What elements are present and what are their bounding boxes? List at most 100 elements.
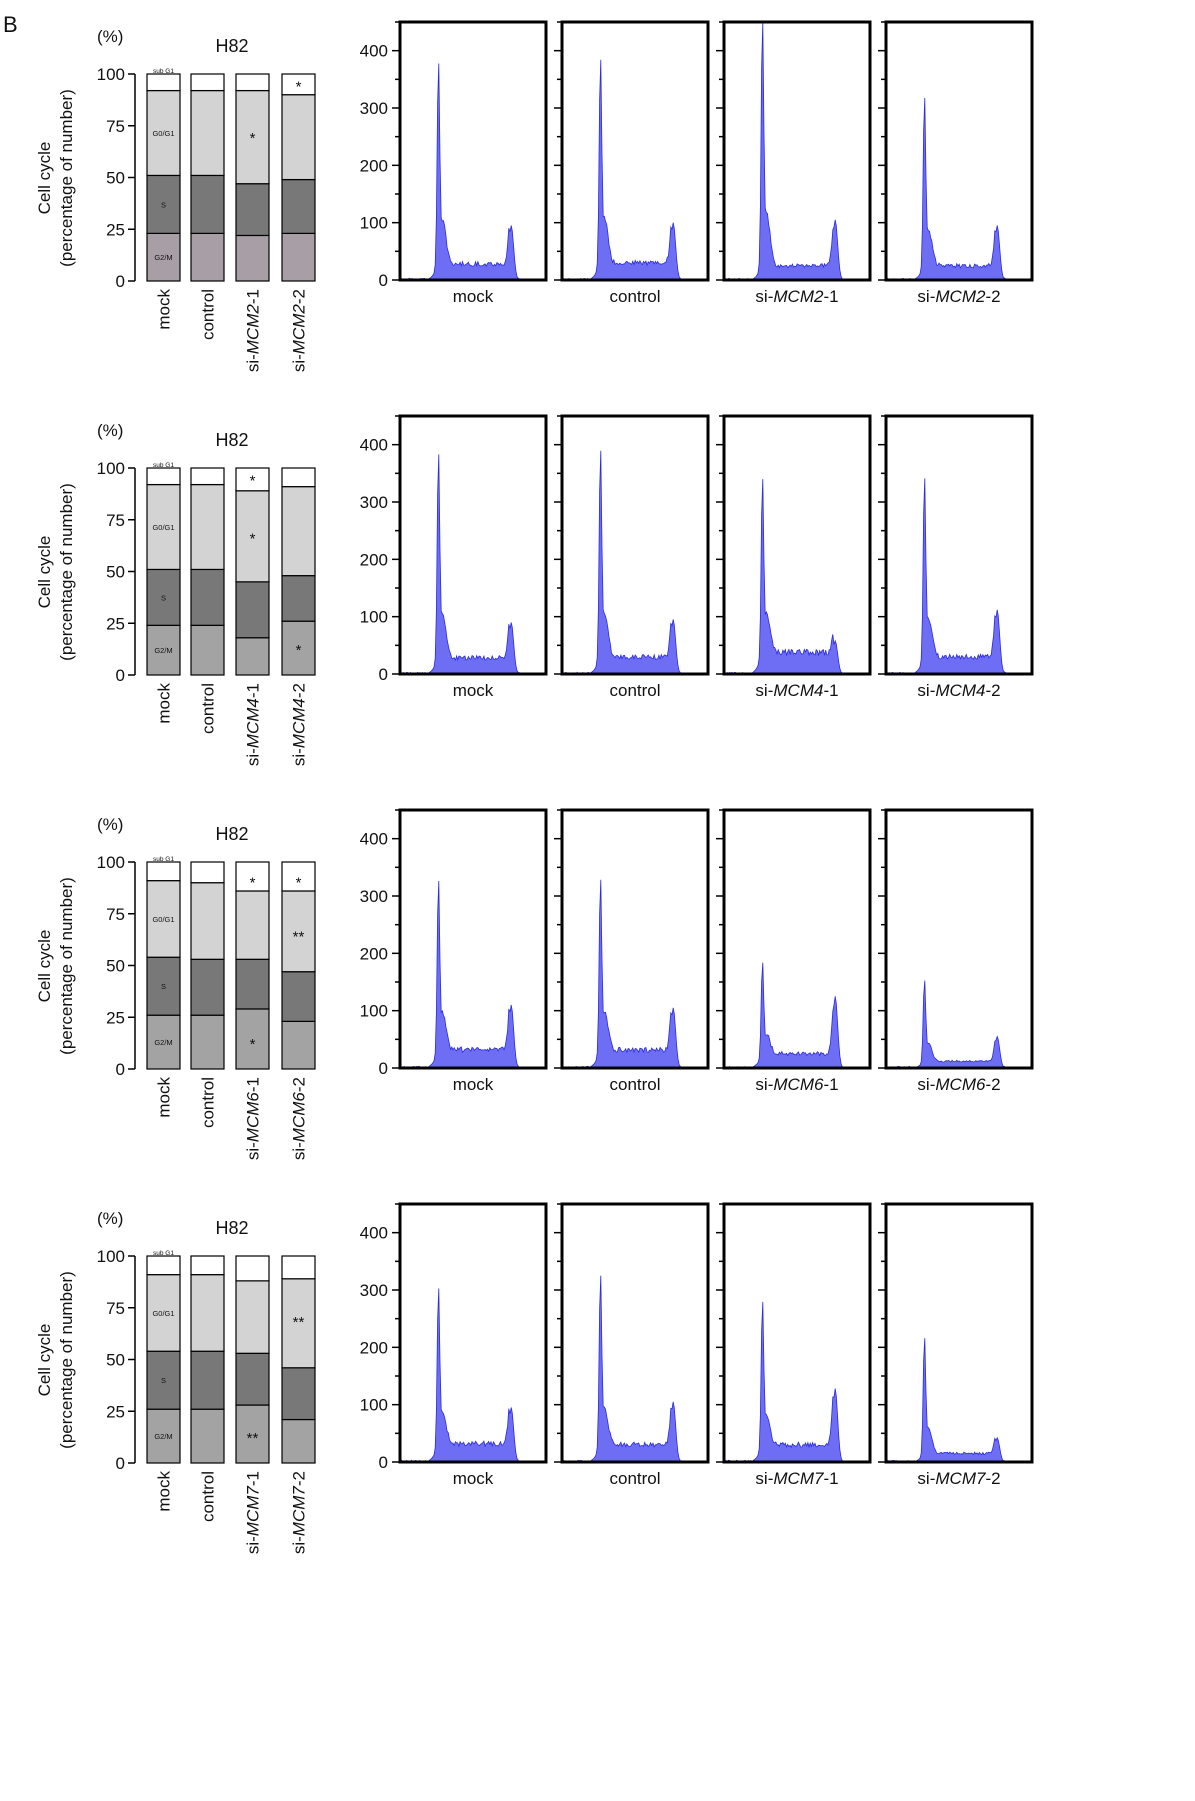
significance-mark: * — [250, 1036, 256, 1053]
segment-label: S — [161, 593, 166, 602]
histogram-frame — [398, 808, 548, 1070]
x-category-label: control — [199, 1077, 218, 1128]
histogram-panel: si-MCM7-2 — [878, 1202, 1034, 1488]
bar-segment-sub-g1 — [235, 467, 270, 492]
histogram-label: mock — [453, 1075, 494, 1094]
histogram-y-tick-label: 0 — [379, 1453, 388, 1472]
bar-segment-g2-m — [281, 232, 316, 282]
histogram-y-tick-label: 200 — [360, 550, 388, 569]
histogram-label: si-MCM2-1 — [755, 287, 838, 306]
segment-label: G2/M — [154, 1432, 172, 1441]
histogram-label: mock — [453, 287, 494, 306]
bar-segment-g0-g1 — [190, 89, 225, 177]
y-tick-label: 100 — [97, 1247, 125, 1266]
bar-segment-s — [190, 568, 225, 626]
histogram-area — [887, 97, 1029, 281]
segment-label: G0/G1 — [152, 915, 174, 924]
bar-segment-s — [281, 178, 316, 234]
x-category-label: mock — [155, 1471, 174, 1512]
y-tick-label: 0 — [116, 1454, 125, 1473]
bar-segment-sub-g1 — [146, 73, 181, 92]
histogram-label: control — [609, 1075, 660, 1094]
histogram-y-tick-label: 200 — [360, 944, 388, 963]
histogram-label: si-MCM7-1 — [755, 1469, 838, 1488]
x-category-label: mock — [155, 289, 174, 330]
bar-segment-g0-g1 — [281, 94, 316, 181]
bar-segment-g0-g1 — [146, 483, 181, 571]
histogram-frame — [560, 1202, 710, 1464]
x-category-label: mock — [155, 683, 174, 724]
histogram-panel: control — [554, 20, 710, 306]
bar-segment-s — [235, 183, 270, 237]
histogram-y-tick-label: 400 — [360, 1224, 388, 1243]
cell-cycle-row-4: (%) H82 Cell cycle (percentage of number) 0 2… — [35, 1202, 1034, 1554]
segment-label: G2/M — [154, 253, 172, 262]
histogram-area — [401, 880, 543, 1069]
y-tick-label: 50 — [106, 563, 125, 582]
significance-mark: * — [296, 78, 302, 95]
cell-cycle-row-3: (%) H82 Cell cycle (percentage of number) 0 2… — [35, 808, 1034, 1160]
unit-label: (%) — [97, 27, 123, 46]
bar-segment-g2-m — [146, 1014, 181, 1070]
chart-title: H82 — [215, 36, 248, 56]
y-tick-label: 0 — [116, 272, 125, 291]
unit-label: (%) — [97, 815, 123, 834]
x-category-label: si-MCM4-1 — [244, 683, 263, 766]
histogram-frame — [884, 1202, 1034, 1464]
histogram-y-tick-label: 100 — [360, 608, 388, 627]
histogram-label: si-MCM7-2 — [917, 1469, 1000, 1488]
segment-label: S — [161, 982, 166, 991]
x-category-label: si-MCM2-2 — [290, 289, 309, 372]
histogram-panel: mock — [392, 808, 548, 1094]
histogram-area — [725, 479, 867, 675]
bar-segment-sub-g1 — [281, 1255, 316, 1280]
chart-title: H82 — [215, 430, 248, 450]
histogram-area — [563, 450, 705, 675]
histogram-area — [887, 980, 1029, 1069]
segment-label: G0/G1 — [152, 523, 174, 532]
y-tick-label: 25 — [106, 1402, 125, 1421]
histogram-area — [725, 1301, 867, 1463]
histogram-panel: control — [554, 1202, 710, 1488]
bar-segment-sub-g1 — [146, 467, 181, 486]
histogram-frame — [722, 20, 872, 282]
histogram-y-tick-label: 300 — [360, 887, 388, 906]
histogram-y-tick-label: 0 — [379, 1059, 388, 1078]
bar-segment-sub-g1 — [190, 1255, 225, 1276]
histogram-label: control — [609, 681, 660, 700]
bar-segment-g2-m — [281, 1020, 316, 1070]
x-category-label: control — [199, 1471, 218, 1522]
histogram-frame — [398, 1202, 548, 1464]
histogram-panel: mock — [392, 1202, 548, 1488]
significance-mark: ** — [293, 928, 305, 945]
histogram-label: mock — [453, 1469, 494, 1488]
bar-segment-g2-m — [190, 624, 225, 676]
histogram-label: si-MCM4-1 — [755, 681, 838, 700]
bar-segment-g0-g1 — [190, 882, 225, 960]
cell-cycle-row-1: (%) H82 Cell cycle (percentage of number) 0 2… — [35, 20, 1034, 372]
histogram-label: si-MCM6-2 — [917, 1075, 1000, 1094]
histogram-area — [563, 879, 705, 1069]
y-axis-label: Cell cycle (percentage of number) — [35, 483, 76, 661]
histogram-label: si-MCM4-2 — [917, 681, 1000, 700]
y-tick-label: 0 — [116, 1060, 125, 1079]
histogram-panel: si-MCM6-2 — [878, 808, 1034, 1094]
bar-segment-g2-m — [190, 232, 225, 282]
bar-segment-sub-g1 — [146, 861, 181, 882]
histogram-panel: mock — [392, 20, 548, 306]
histogram-area — [401, 63, 544, 281]
significance-mark: * — [250, 472, 256, 489]
histogram-panel: control — [554, 808, 710, 1094]
histogram-frame — [398, 414, 548, 676]
histogram-label: control — [609, 287, 660, 306]
panel-label: B — [3, 12, 18, 37]
histogram-frame — [398, 20, 548, 282]
segment-label: G0/G1 — [152, 129, 174, 138]
segment-label: sub G1 — [153, 462, 174, 469]
bar-segment-g2-m — [235, 1404, 270, 1464]
histogram-panel: si-MCM4-1 — [716, 414, 872, 700]
histogram-frame — [560, 20, 710, 282]
bar-segment-g2-m — [235, 234, 270, 282]
bar-segment-sub-g1 — [281, 467, 316, 488]
bar-segment-s — [146, 1350, 181, 1410]
